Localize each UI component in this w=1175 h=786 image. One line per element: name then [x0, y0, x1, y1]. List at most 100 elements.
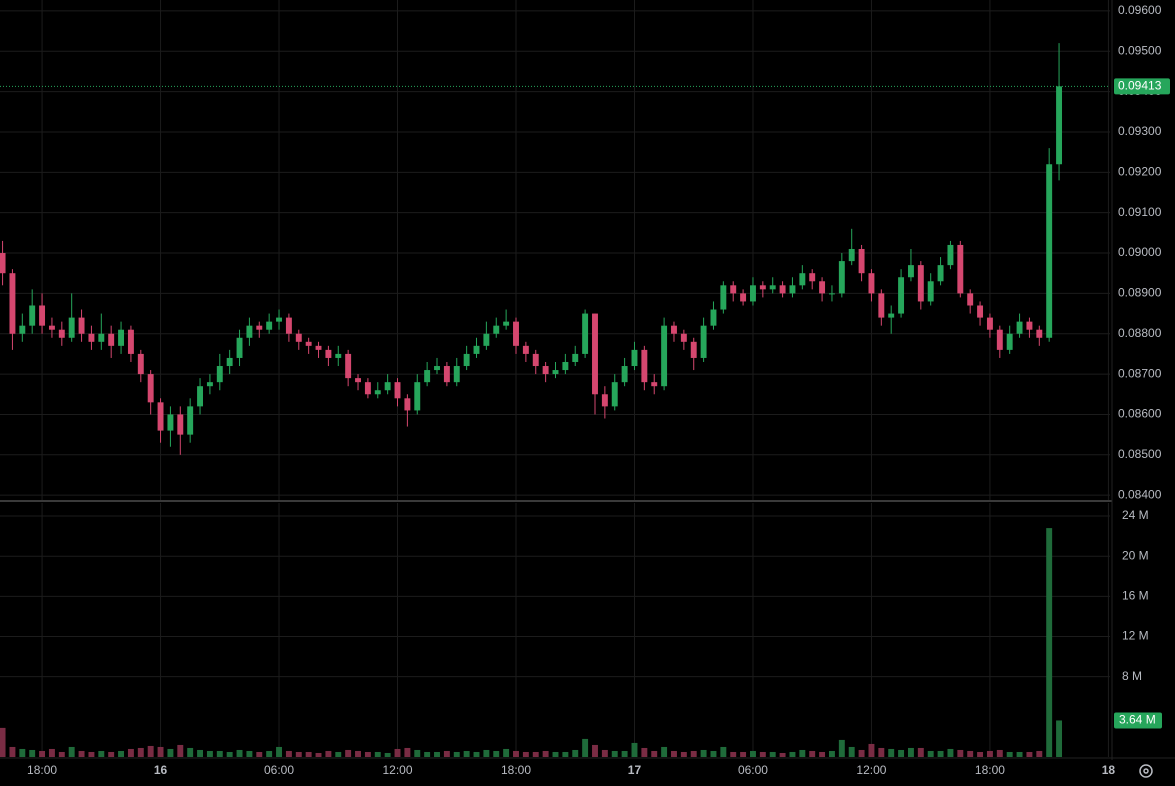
candle-body — [1046, 164, 1053, 338]
settings-icon[interactable] — [1139, 764, 1153, 778]
candle-body — [463, 353, 470, 367]
settings-icon-center[interactable] — [1143, 768, 1149, 774]
volume-bar — [592, 744, 598, 757]
volume-bar — [947, 748, 954, 757]
candle-body — [473, 345, 480, 354]
candle-body — [276, 317, 282, 322]
volume-bar — [582, 738, 589, 757]
volume-bar — [127, 748, 134, 757]
volume-bar — [917, 747, 924, 757]
candle-body — [404, 398, 411, 411]
candle-body — [1036, 329, 1043, 338]
volume-bar — [1006, 751, 1013, 757]
volume-bar — [256, 751, 263, 757]
candle-body — [710, 309, 717, 326]
candle-body — [601, 394, 608, 407]
candle-body — [345, 353, 352, 379]
candle-body — [374, 390, 381, 395]
axes: 0.08400 0.08500 0.08600 0.08700 0.08800 0.089… — [27, 3, 1170, 777]
candle-body — [177, 414, 184, 435]
candle-body — [690, 341, 697, 358]
candle-body — [9, 273, 16, 334]
candle-body — [1056, 86, 1063, 165]
candle-body — [355, 378, 361, 383]
candle-body — [828, 293, 835, 295]
volume-tick-label: 8 M — [1122, 669, 1142, 683]
volume-bar — [9, 746, 16, 757]
volume-bar — [78, 750, 85, 757]
volume-bar — [848, 746, 855, 757]
candle-body — [424, 370, 431, 383]
candle-body — [394, 382, 401, 399]
volume-bar — [345, 749, 352, 757]
volume-bar — [483, 749, 490, 757]
x-tick-label: 17 — [628, 763, 642, 777]
candle-body — [453, 366, 460, 383]
candle-body — [434, 366, 440, 371]
volume-bar — [641, 747, 648, 757]
volume-bar — [759, 751, 766, 757]
candle-body — [187, 406, 194, 435]
candle-body — [19, 325, 26, 334]
marks — [0, 43, 1110, 757]
candle-body — [779, 285, 786, 294]
volume-bar — [295, 751, 302, 757]
volume-bar — [631, 742, 638, 757]
volume-tick-label: 20 M — [1122, 548, 1149, 562]
candle-body — [58, 329, 65, 338]
y-tick-label: 0.08500 — [1118, 447, 1162, 461]
candle-body — [414, 382, 421, 411]
volume-bar — [799, 749, 806, 757]
volume-bar — [700, 749, 707, 757]
x-tick-label: 16 — [154, 763, 168, 777]
volume-bar — [819, 751, 826, 757]
candle-body — [1006, 333, 1013, 350]
y-tick-label: 0.09200 — [1118, 164, 1162, 178]
candle-body — [611, 382, 618, 407]
candle-body — [315, 345, 322, 350]
x-tick-label: 06:00 — [738, 763, 768, 777]
volume-bar — [513, 750, 519, 757]
x-tick-label: 18:00 — [27, 763, 57, 777]
volume-bar — [750, 750, 756, 757]
volume-bar — [157, 746, 164, 757]
volume-bar — [285, 750, 292, 757]
volume-bar — [996, 749, 1003, 757]
candle-body — [819, 281, 826, 294]
volume-bar — [384, 752, 391, 757]
volume-bar — [325, 750, 332, 757]
volume-bar — [532, 751, 539, 757]
volume-bar — [927, 750, 934, 757]
volume-bar — [197, 749, 204, 757]
candle-body — [809, 273, 816, 282]
y-tick-label: 0.09000 — [1118, 245, 1162, 259]
candle-body — [266, 321, 273, 330]
volume-bar — [187, 747, 194, 757]
candle-body — [947, 244, 954, 266]
x-tick-label: 18 — [1102, 763, 1116, 777]
candle-body — [127, 329, 134, 354]
volume-bar — [68, 746, 75, 757]
volume-bar — [937, 750, 944, 757]
volume-bar — [424, 751, 431, 757]
candle-body — [305, 341, 312, 346]
volume-bar — [404, 747, 411, 757]
candle-body — [750, 285, 756, 302]
candle-body — [88, 333, 95, 342]
settings-button[interactable] — [1139, 764, 1153, 778]
volume-bar — [522, 751, 529, 757]
candle-body — [671, 325, 677, 334]
candle-body — [364, 382, 371, 395]
candle-body — [493, 325, 500, 334]
volume-bar — [206, 750, 213, 757]
volume-bar — [898, 749, 905, 757]
candle-body — [0, 253, 6, 274]
volume-bar — [19, 748, 26, 757]
candle-body — [651, 382, 658, 387]
candle-body — [700, 325, 707, 358]
volume-bar — [453, 751, 460, 757]
volume-bar — [147, 745, 154, 757]
volume-bar — [463, 750, 470, 757]
